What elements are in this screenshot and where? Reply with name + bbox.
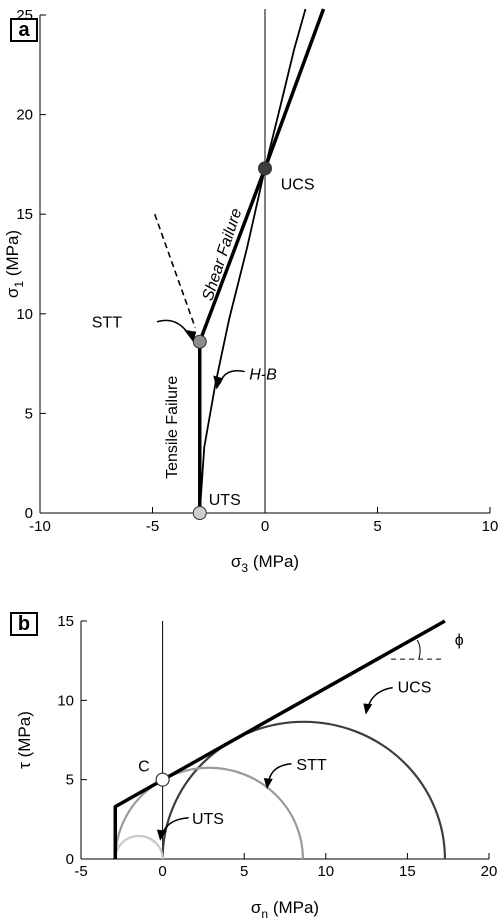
panel-b-x-tick-label: 5 bbox=[240, 863, 248, 880]
panel-a-hoek-brown-curve bbox=[198, 8, 307, 514]
panel-b-ucs-arrowhead bbox=[363, 703, 373, 715]
panel-b-x-tick-label: 10 bbox=[317, 863, 334, 880]
panel-b-x-axis-label: σn (MPa) bbox=[251, 898, 319, 918]
panel-a-y-tick-label: 15 bbox=[16, 206, 33, 223]
panel-a-shear-failure-label: Shear Failure bbox=[200, 206, 246, 303]
panel-b-y-tick-label: 15 bbox=[57, 613, 74, 630]
panel-a-y-tick-label: 0 bbox=[25, 505, 33, 522]
panel-a-x-tick-label: 5 bbox=[373, 518, 381, 535]
panel-b-uts-arrowhead bbox=[156, 829, 167, 841]
panel-b-mohr-circle-stt bbox=[114, 766, 305, 860]
panel-a-x-tick-label: 0 bbox=[261, 518, 269, 535]
panel-a-y-tick-label: 5 bbox=[25, 405, 33, 422]
panel-a-x-tick-label: -5 bbox=[146, 518, 159, 535]
panel-b-uts-label: UTS bbox=[192, 811, 224, 828]
panel-b-x-tick-label: -5 bbox=[74, 863, 87, 880]
panel-a-stt-arrowhead bbox=[184, 329, 197, 342]
panel-b-y-tick-label: 5 bbox=[66, 772, 74, 789]
panel-a-marker-stt bbox=[192, 334, 207, 349]
panel-b-x-tick-label: 20 bbox=[481, 863, 498, 880]
panel-a-marker-uts bbox=[192, 506, 207, 520]
panel-b-stt-arrowhead bbox=[263, 778, 273, 790]
panel-b-c-label: C bbox=[138, 759, 150, 776]
panel-a-ucs-label: UCS bbox=[281, 176, 315, 193]
panel-b-stt-label: STT bbox=[296, 757, 326, 774]
panel-b-stt-arrow bbox=[267, 763, 292, 782]
panel-b-y-tick-label: 0 bbox=[66, 851, 74, 868]
panel-a-x-tick-label: 10 bbox=[482, 518, 499, 535]
panel-b-mohr-circle-uts bbox=[114, 834, 164, 860]
panel-a-tensile-failure-label: Tensile Failure bbox=[164, 376, 181, 479]
panel-a-y-axis-label: σ1 (MPa) bbox=[3, 230, 26, 298]
panel-a-y-tick-label: 25 bbox=[16, 7, 33, 24]
panel-b-y-axis-label: τ (MPa) bbox=[15, 711, 34, 769]
panel-b-phi-label: ϕ bbox=[455, 632, 464, 649]
panel-b-letter: b bbox=[17, 612, 31, 635]
panel-a-hb-arrow bbox=[219, 370, 245, 384]
panel-b-label-box: b bbox=[10, 612, 38, 636]
panel-a-marker-ucs bbox=[258, 161, 272, 176]
panel-a-failure-envelope-thick bbox=[198, 8, 326, 513]
panel-b-x-tick-label: 0 bbox=[158, 863, 166, 880]
panel-b-ucs-label: UCS bbox=[398, 679, 432, 696]
panel-b-y-tick-label: 10 bbox=[57, 692, 74, 709]
panel-a-x-tick-label: -10 bbox=[29, 518, 51, 535]
panel-a-hb-label: H-B bbox=[249, 367, 277, 384]
panel-b-phi-arc bbox=[416, 639, 421, 660]
panel-a-label-box: a bbox=[10, 18, 38, 42]
panel-a-stt-arrow bbox=[156, 319, 191, 337]
panel-a-hb-arrowhead bbox=[213, 375, 224, 390]
panel-a-x-axis-label: σ3 (MPa) bbox=[231, 552, 299, 575]
panel-a-y-tick-label: 10 bbox=[16, 306, 33, 323]
panel-a-stt-label: STT bbox=[92, 315, 122, 332]
panel-a-y-tick-label: 20 bbox=[16, 107, 33, 124]
panel-b-ucs-arrow bbox=[367, 686, 393, 707]
panel-b-mohr-circle-ucs bbox=[161, 720, 447, 860]
panel-b-x-tick-label: 15 bbox=[399, 863, 416, 880]
panel-a-uts-label: UTS bbox=[209, 492, 241, 509]
panel-b-failure-envelope bbox=[113, 619, 446, 859]
panel-a-tension-cutoff-extension bbox=[153, 213, 197, 329]
panel-b-point-c bbox=[155, 772, 170, 787]
panel-a-letter: a bbox=[18, 18, 30, 41]
